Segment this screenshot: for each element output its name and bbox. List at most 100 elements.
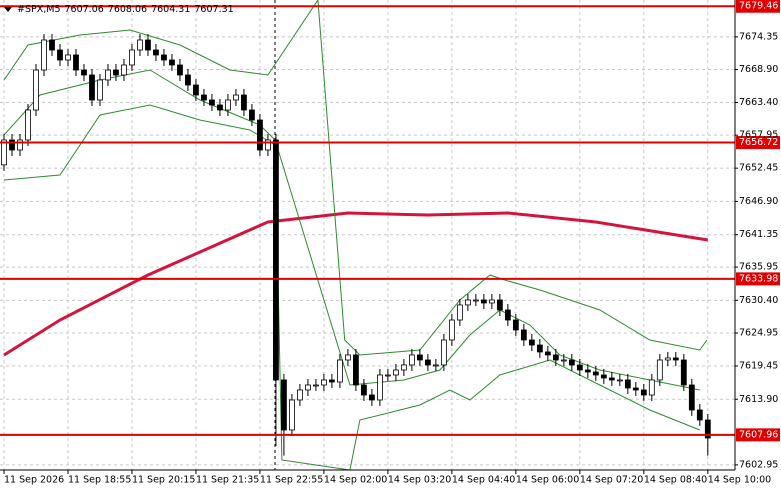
symbol: #SPX,M5 (17, 4, 61, 15)
candle-body (241, 94, 247, 111)
candle-body (656, 359, 663, 381)
bollinger-band (3, 104, 700, 471)
candle-body (624, 379, 631, 389)
header-value: 7607.31 (194, 4, 233, 15)
candle-body (616, 379, 623, 382)
candle-body (376, 374, 383, 401)
candle-body (33, 69, 39, 111)
bollinger-band (3, 0, 708, 356)
candle-body (480, 299, 487, 304)
collapse-icon[interactable] (4, 7, 12, 12)
candle-body (185, 74, 191, 86)
candle-body (345, 354, 351, 361)
x-tick-label: 14 Sep 07:20 (580, 475, 643, 486)
grid (0, 0, 735, 470)
candle-body (512, 319, 519, 331)
candle-body (113, 69, 119, 76)
candle-body (273, 139, 279, 381)
candle-body (600, 374, 607, 379)
y-tick-label: 7641.35 (739, 229, 778, 240)
y-tick-label: 7668.90 (739, 64, 778, 75)
candle-body (408, 354, 415, 366)
candle-body (73, 54, 79, 71)
y-tick-label: 7602.95 (739, 459, 778, 470)
candle-body (464, 299, 471, 306)
candle-body (217, 104, 223, 111)
x-tick-label: 14 Sep 10:00 (708, 475, 771, 486)
candle-body (337, 359, 343, 383)
candle-body (233, 94, 239, 101)
candle-body (81, 69, 87, 76)
level-label: 7633.98 (739, 273, 778, 284)
candle-body (648, 379, 655, 396)
candle-body (584, 369, 591, 373)
candle-body (265, 139, 271, 151)
candle-body (153, 49, 159, 56)
candle-body (201, 94, 207, 101)
y-tick-label: 7657.95 (739, 130, 778, 141)
y-tick-label: 7613.90 (739, 394, 778, 405)
candle-body (704, 419, 711, 439)
x-tick-label: 11 Sep 22:55 (260, 475, 323, 486)
x-tick-label: 11 Sep 20:15 (132, 475, 195, 486)
x-tick-label: 14 Sep 08:40 (644, 475, 707, 486)
candle-body (592, 371, 599, 376)
candle-body (129, 49, 135, 66)
candle-body (145, 39, 151, 51)
candle-body (89, 74, 95, 101)
moving-average (3, 211, 709, 357)
candle-body (528, 339, 535, 346)
candle-body (1, 139, 7, 166)
candle-body (105, 69, 111, 81)
candle-body (65, 54, 71, 61)
y-tick-label: 7635.95 (739, 262, 778, 273)
level-tag (736, 136, 780, 150)
candle-body (416, 354, 423, 361)
candle-body (456, 304, 463, 321)
candle-body (696, 409, 703, 421)
header-value: 7608.06 (108, 4, 147, 15)
candle-body (25, 109, 31, 141)
chart-header: #SPX,M5 7607.06 7608.06 7604.31 7607.31 (17, 4, 234, 15)
y-tick-label: 7663.40 (739, 97, 778, 108)
candle-body (496, 299, 503, 311)
candle-body (400, 364, 407, 371)
candle-body (353, 354, 359, 386)
candle-body (313, 384, 319, 387)
level-label: 7679.46 (739, 1, 778, 12)
level-label: 7656.72 (739, 137, 778, 148)
candle-body (17, 139, 23, 151)
candle-body (688, 384, 695, 411)
candle-body (448, 319, 455, 341)
candle-body (289, 399, 295, 431)
candle-body (209, 99, 215, 106)
candle-body (57, 49, 63, 61)
x-tick-label: 14 Sep 04:40 (452, 475, 515, 486)
candle-body (361, 384, 367, 396)
axes-layer: 7602.95 7613.90 7619.45 7624.95 7630.40 7635.… (3, 31, 778, 486)
candle-body (368, 394, 375, 401)
y-tick-label: 7624.95 (739, 328, 778, 339)
candle-body (576, 364, 583, 371)
candle-body (608, 377, 615, 381)
candle-body (432, 364, 439, 367)
x-tick-label: 14 Sep 06:00 (516, 475, 579, 486)
candle-body (680, 359, 687, 386)
x-tick-label: 14 Sep 02:00 (324, 475, 387, 486)
level-tag (736, 272, 780, 286)
candle-body (544, 351, 551, 356)
candle-body (321, 379, 327, 386)
x-tick-label: 11 Sep 21:35 (196, 475, 259, 486)
x-tick-label: 11 Sep 2026 (4, 475, 64, 486)
y-tick-label: 7619.45 (739, 360, 778, 371)
x-tick-label: 11 Sep 18:55 (68, 475, 131, 486)
y-tick-label: 7630.40 (739, 295, 778, 306)
candle-body (193, 84, 199, 96)
candle-body (632, 387, 639, 391)
candle-body (440, 339, 447, 366)
candle-body (552, 354, 559, 361)
candle-body (249, 109, 255, 121)
